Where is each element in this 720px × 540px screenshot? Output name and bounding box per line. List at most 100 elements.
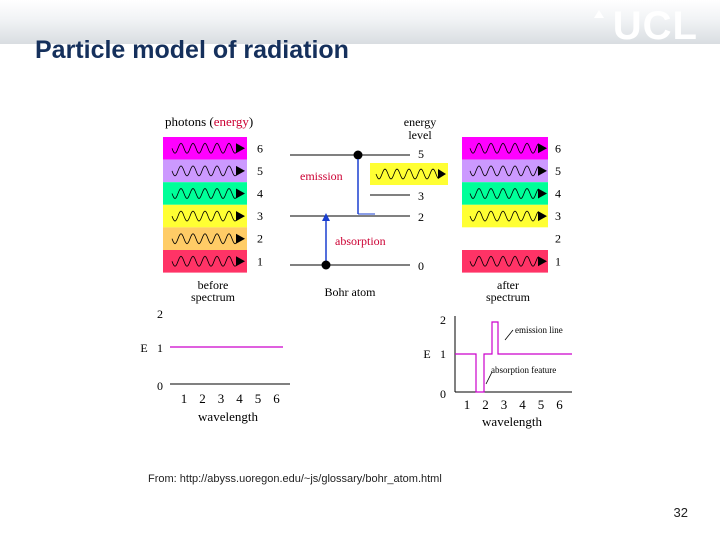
emission-line-label: emission line	[515, 325, 563, 335]
x-tick: 4	[519, 397, 526, 412]
after-band	[462, 137, 548, 160]
after-photon-wave	[469, 210, 539, 222]
after-photon-arrowhead	[538, 211, 547, 222]
x-tick: 1	[181, 391, 188, 406]
emitted-photon-arrowhead	[438, 169, 446, 179]
absorption-label: absorption	[335, 234, 386, 248]
bohr-atom-label: Bohr atom	[325, 285, 377, 299]
after-band-number: 5	[555, 164, 561, 178]
after-band-number: 6	[555, 141, 561, 155]
x-tick: 3	[218, 391, 225, 406]
x-axis-label: wavelength	[482, 414, 542, 429]
after-photon-wave	[469, 142, 539, 154]
absorption-feature-pointer	[485, 371, 493, 385]
x-tick: 2	[199, 391, 206, 406]
level-number: 2	[418, 210, 424, 224]
source-citation: From: http://abyss.uoregon.edu/~js/gloss…	[148, 473, 442, 485]
after-band-number: 1	[555, 254, 561, 268]
band-number: 3	[257, 209, 263, 223]
before-label-1: before	[198, 278, 229, 292]
before-photon-arrowhead	[236, 143, 245, 154]
after-photon-wave	[469, 188, 539, 199]
x-tick: 6	[273, 391, 280, 406]
x-axis-label: wavelength	[198, 409, 258, 424]
x-tick: 3	[501, 397, 508, 412]
x-tick: 5	[538, 397, 545, 412]
before-photon-arrowhead	[236, 188, 245, 199]
x-tick: 2	[482, 397, 489, 412]
after-photon-arrowhead	[538, 188, 547, 199]
y-axis-label: E	[140, 341, 147, 355]
after-band	[462, 250, 548, 273]
electron-upper	[353, 150, 363, 160]
energy-level-label-1: energy	[404, 115, 436, 129]
after-band-number: 3	[555, 209, 561, 223]
emitted-photon-wave	[375, 168, 439, 180]
right-energy-graph: 2 1 0 E emission line absorption feature…	[423, 313, 572, 429]
before-photon-arrowhead	[236, 165, 245, 176]
y-tick: 1	[157, 341, 163, 355]
page-number: 32	[673, 505, 688, 520]
before-photon-arrowhead	[236, 211, 245, 222]
before-band	[163, 159, 247, 183]
before-photon-wave	[171, 233, 237, 245]
x-tick: 5	[255, 391, 262, 406]
emission-label: emission	[300, 169, 343, 183]
after-band-number: 2	[555, 232, 561, 246]
band-number: 4	[257, 187, 263, 201]
after-band	[462, 204, 548, 228]
absorption-feature-label: absorption feature	[491, 365, 556, 375]
band-number: 2	[257, 232, 263, 246]
before-photon-wave	[171, 142, 237, 154]
after-band	[462, 182, 548, 205]
energy-level-label-2: level	[408, 128, 432, 142]
absorption-arrowhead	[322, 213, 330, 221]
after-band-number: 4	[555, 187, 561, 201]
after-photon-wave	[469, 255, 539, 267]
slide-title: Particle model of radiation	[35, 36, 349, 64]
after-label-1: after	[497, 278, 519, 292]
electron-lower	[321, 260, 331, 270]
line-spectrum-curve	[455, 321, 572, 393]
after-band	[462, 159, 548, 183]
after-label-2: spectrum	[486, 290, 531, 304]
x-tick: 4	[236, 391, 243, 406]
y-tick: 0	[440, 387, 446, 401]
before-band	[163, 227, 247, 250]
before-band	[163, 204, 247, 228]
before-photon-arrowhead	[236, 256, 245, 267]
before-band	[163, 250, 247, 273]
before-label-2: spectrum	[191, 290, 236, 304]
ucl-logo: UCL	[612, 4, 698, 48]
after-photon-arrowhead	[538, 143, 547, 154]
level-number: 3	[418, 189, 424, 203]
after-photon-arrowhead	[538, 256, 547, 267]
y-tick: 1	[440, 347, 446, 361]
emitted-photon-box	[370, 163, 448, 185]
before-photon-wave	[171, 210, 237, 222]
x-tick: 6	[556, 397, 563, 412]
after-spectrum-bands: 6 5 4 3 2 1	[462, 137, 561, 273]
band-number: 1	[257, 254, 263, 268]
y-tick: 0	[157, 379, 163, 393]
after-band	[462, 227, 548, 250]
emission-line-pointer	[504, 329, 514, 341]
after-photon-wave	[469, 165, 539, 177]
y-tick: 2	[440, 313, 446, 327]
before-photon-wave	[171, 165, 237, 177]
after-photon-arrowhead	[538, 165, 547, 176]
y-axis-label: E	[423, 347, 430, 361]
band-number: 6	[257, 141, 263, 155]
before-photon-wave	[171, 255, 237, 267]
band-number: 5	[257, 164, 263, 178]
logo-caret	[594, 10, 604, 18]
before-band	[163, 182, 247, 205]
photons-energy-label: photons (energy)	[165, 114, 253, 129]
before-photon-wave	[171, 188, 237, 199]
level-number: 0	[418, 259, 424, 273]
title-band	[0, 0, 720, 44]
y-tick: 2	[157, 307, 163, 321]
x-tick: 1	[464, 397, 471, 412]
